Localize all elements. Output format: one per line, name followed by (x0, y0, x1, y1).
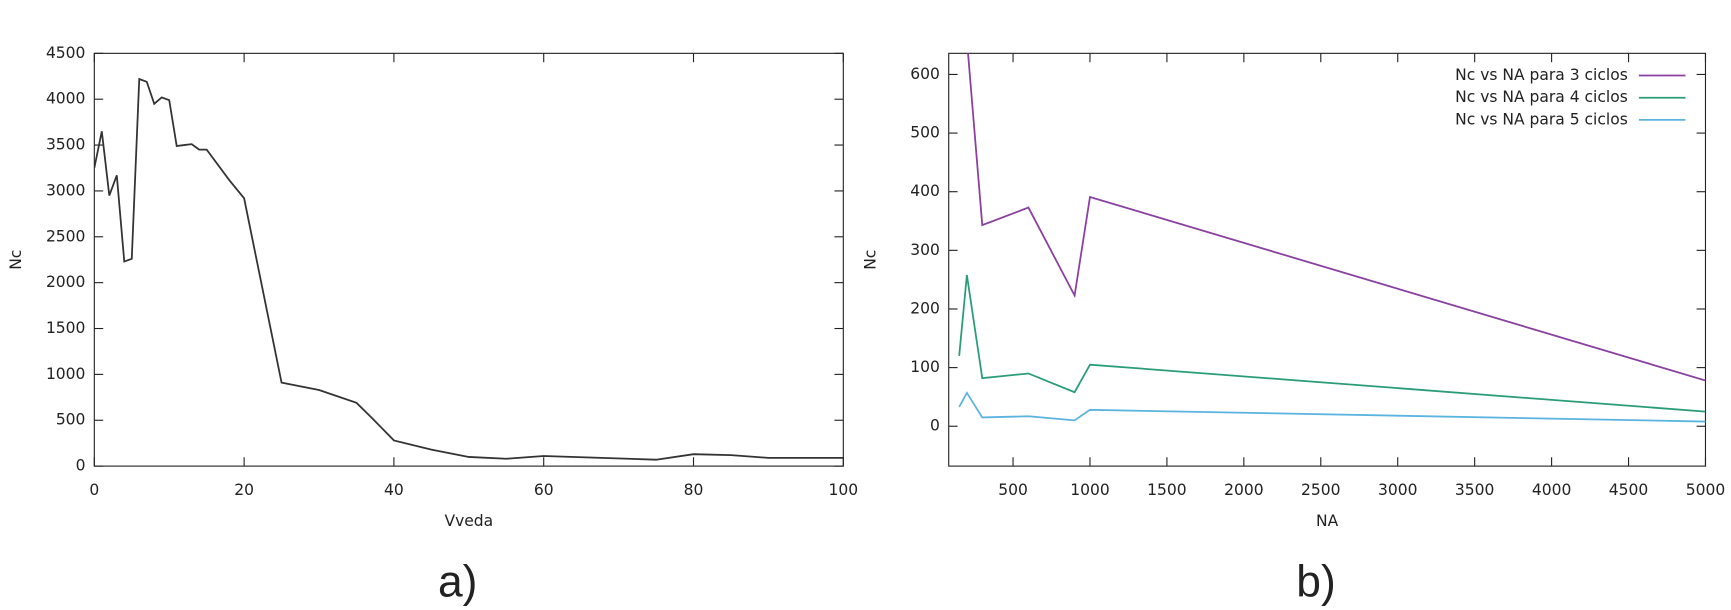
x-tick-label: 40 (384, 481, 404, 499)
x-tick-label: 500 (998, 481, 1028, 499)
x-tick-label: 1000 (1070, 481, 1110, 499)
chart: 0 100 200 300 400 500 600 500 1000 1500 2000 2500 30… (862, 52, 1726, 607)
x-tick-label: 2500 (1301, 481, 1341, 499)
y-axis-label: Nc (7, 250, 25, 270)
y-tick-label: 200 (910, 299, 940, 317)
y-tick-label: 4000 (46, 90, 86, 108)
plot-frame (948, 52, 1707, 467)
x-tick-label: 4500 (1609, 481, 1649, 499)
caption: b) (1296, 558, 1335, 606)
y-tick-label: 500 (56, 411, 86, 429)
x-tick-label: 3500 (1455, 481, 1495, 499)
chart: 0 500 1000 1500 2000 2500 3000 3500 4000 4500 0 20 4… (7, 44, 858, 607)
y-tick-label: 4500 (46, 44, 86, 62)
data-line (967, 53, 1706, 382)
y-tick-label: 3500 (46, 136, 86, 154)
x-tick-label: 4000 (1532, 481, 1571, 499)
y-tick-label: 2000 (46, 273, 86, 291)
y-tick-label: 300 (910, 241, 940, 259)
x-tick-label: 2000 (1224, 481, 1264, 499)
y-tick-label: 500 (910, 124, 940, 142)
data-line (958, 391, 1706, 423)
legend-label: Nc vs NA para 5 ciclos (1455, 110, 1628, 128)
x-tick-label: 5000 (1686, 481, 1726, 499)
data-line (94, 77, 844, 461)
x-tick-label: 80 (684, 481, 704, 499)
y-tick-label: 0 (930, 417, 940, 435)
plot-frame (93, 52, 844, 467)
legend-label: Nc vs NA para 4 ciclos (1455, 88, 1628, 106)
x-tick-label: 100 (828, 481, 858, 499)
y-tick-label: 100 (910, 358, 940, 376)
x-tick-label: 3000 (1378, 481, 1418, 499)
y-tick-label: 400 (910, 182, 940, 200)
legend-label: Nc vs NA para 3 ciclos (1455, 66, 1628, 84)
x-tick-label: 60 (534, 481, 554, 499)
y-tick-label: 2500 (46, 227, 86, 245)
y-tick-label: 1000 (46, 365, 86, 383)
x-tick-label: 0 (89, 481, 99, 499)
x-axis-label: Vveda (444, 512, 493, 530)
y-axis-label: Nc (862, 250, 880, 270)
y-tick-label: 1500 (46, 319, 86, 337)
y-tick-label: 0 (76, 457, 86, 475)
y-tick-label: 600 (910, 65, 940, 83)
x-tick-label: 20 (234, 481, 254, 499)
data-line (958, 274, 1706, 413)
y-tick-label: 3000 (46, 181, 86, 199)
x-axis-label: NA (1316, 512, 1339, 530)
x-tick-label: 1500 (1147, 481, 1186, 499)
caption: a) (438, 558, 477, 606)
